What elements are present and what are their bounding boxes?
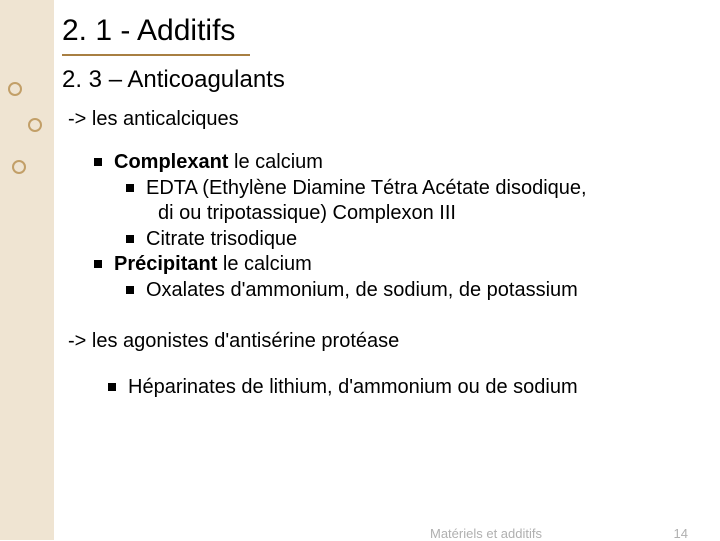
- section-intro: -> les anticalciques: [68, 108, 239, 131]
- square-bullet-icon: [126, 235, 134, 243]
- deco-circle: [12, 160, 26, 174]
- square-bullet-icon: [126, 286, 134, 294]
- footer-text: Matériels et additifs: [430, 526, 542, 541]
- slide-subtitle: 2. 3 – Anticoagulants: [62, 66, 285, 94]
- bullet-item: Citrate trisodique: [94, 227, 587, 253]
- bullet-item: Héparinates de lithium, d'ammonium ou de…: [108, 376, 578, 399]
- bullet-bold: Complexant: [114, 151, 228, 173]
- sidebar-strip: [0, 0, 54, 540]
- deco-circle: [28, 118, 42, 132]
- bullet-block-2: Héparinates de lithium, d'ammonium ou de…: [108, 376, 578, 399]
- bullet-item: Précipitant le calcium: [94, 252, 587, 278]
- square-bullet-icon: [94, 158, 102, 166]
- bullet-item: EDTA (Ethylène Diamine Tétra Acétate dis…: [94, 176, 587, 202]
- bullet-text: EDTA (Ethylène Diamine Tétra Acétate dis…: [146, 177, 587, 199]
- slide-title: 2. 1 - Additifs: [62, 14, 235, 48]
- bullet-text: le calcium: [217, 253, 311, 275]
- bullet-text: Héparinates de lithium, d'ammonium ou de…: [128, 376, 578, 398]
- deco-circle: [8, 82, 22, 96]
- bullet-item: Complexant le calcium: [94, 150, 587, 176]
- page-number: 14: [674, 526, 688, 541]
- bullet-text: Citrate trisodique: [146, 228, 297, 250]
- bullet-text: Oxalates d'ammonium, de sodium, de potas…: [146, 279, 578, 301]
- bullet-cont: di ou tripotassique) Complexon III: [94, 201, 587, 227]
- square-bullet-icon: [94, 260, 102, 268]
- square-bullet-icon: [126, 184, 134, 192]
- bullet-item: Oxalates d'ammonium, de sodium, de potas…: [94, 278, 587, 304]
- title-underline: [62, 54, 250, 56]
- bullet-bold: Précipitant: [114, 253, 217, 275]
- square-bullet-icon: [108, 383, 116, 391]
- bullet-text: le calcium: [228, 151, 322, 173]
- section-intro: -> les agonistes d'antisérine protéase: [68, 330, 399, 353]
- bullet-block-1: Complexant le calcium EDTA (Ethylène Dia…: [94, 150, 587, 304]
